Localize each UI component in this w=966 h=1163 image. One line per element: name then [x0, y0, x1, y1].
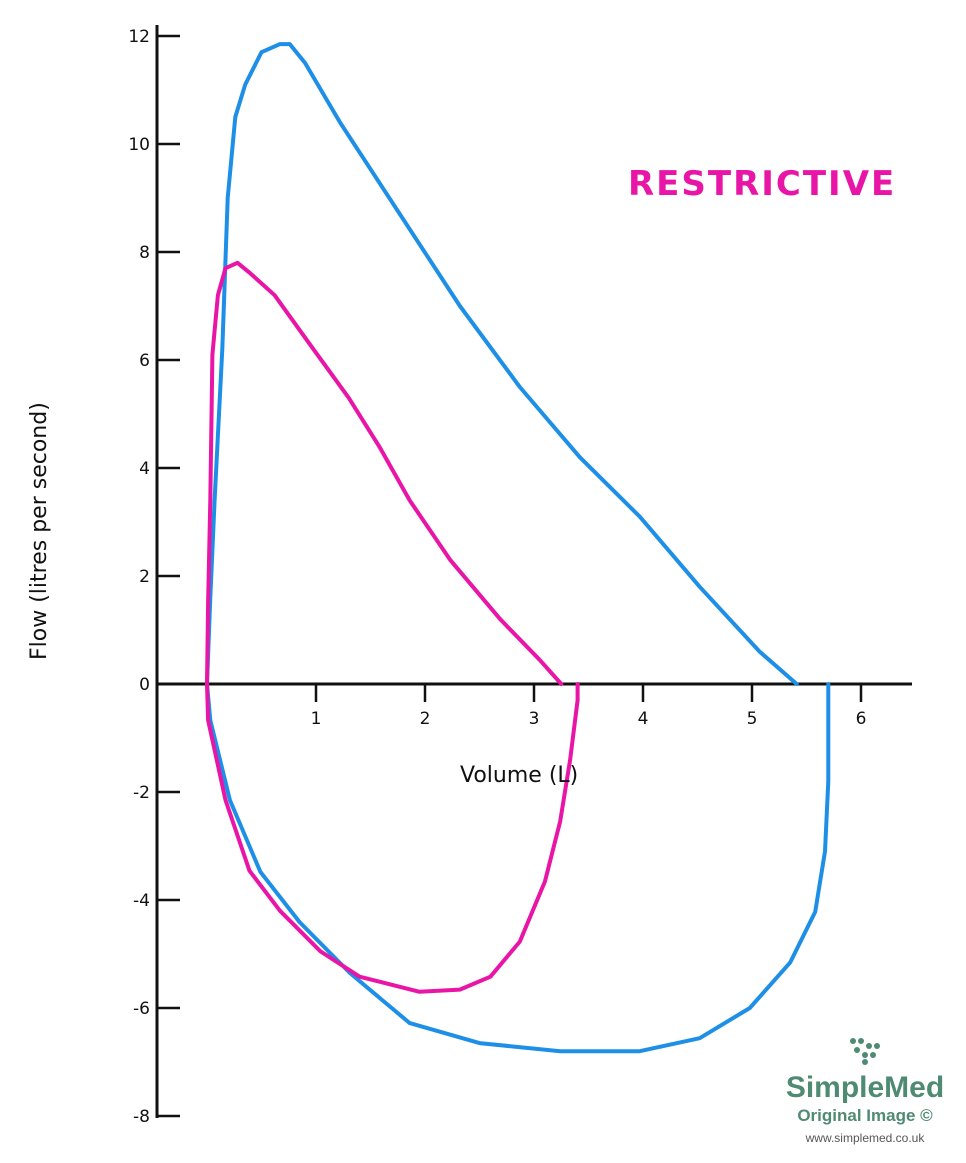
y-axis-label: Flow (litres per second): [27, 402, 52, 660]
restrictive-loop-inspiratory-line: [205, 682, 580, 994]
simplemed-logo: SimpleMed Original Image © www.simplemed…: [770, 1036, 960, 1149]
y-tick-label: -4: [133, 891, 150, 911]
molecule-icon: [770, 1036, 960, 1071]
y-tick-label: 12: [128, 27, 150, 47]
logo-subtitle: Original Image ©: [797, 1106, 933, 1125]
x-tick-label: 4: [638, 709, 649, 729]
restrictive-loop-expiratory-line: [205, 260, 564, 686]
logo-name: SimpleMed: [785, 1071, 945, 1104]
y-tick-label: 8: [139, 243, 150, 263]
chart-title: RESTRICTIVE: [628, 164, 896, 204]
y-tick-label: 4: [139, 459, 150, 479]
y-tick-label: 6: [139, 351, 150, 371]
normal-loop-expiratory-line: [205, 42, 799, 686]
y-tick-label: 10: [128, 135, 150, 155]
y-tick-label: -2: [133, 783, 150, 803]
y-tick-label: 2: [139, 567, 150, 587]
x-tick-label: 6: [856, 709, 867, 729]
y-tick-label: 0: [139, 675, 150, 695]
x-axis-label: Volume (L): [460, 763, 578, 788]
logo-url: www.simplemed.co.uk: [805, 1131, 925, 1145]
y-tick-label: -8: [133, 1107, 150, 1127]
x-tick-label: 5: [747, 709, 758, 729]
x-tick-label: 1: [311, 709, 322, 729]
x-tick-label: 3: [529, 709, 540, 729]
x-tick-label: 2: [420, 709, 431, 729]
y-tick-label: -6: [133, 999, 150, 1019]
normal-loop-inspiratory-line: [205, 682, 831, 1054]
